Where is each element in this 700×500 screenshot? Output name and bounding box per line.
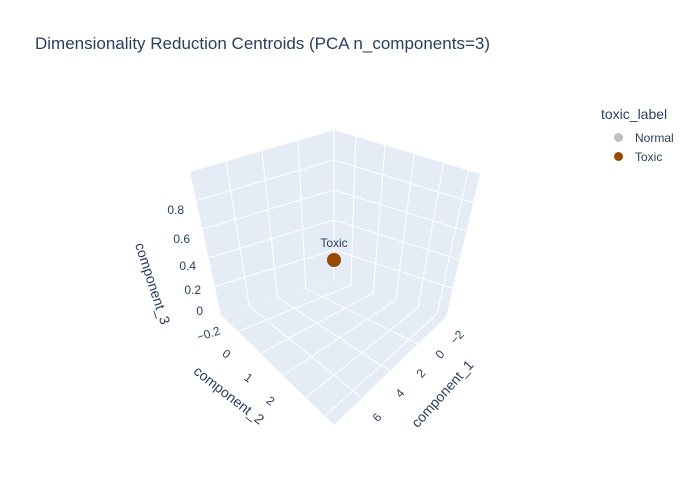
z-tick: 0.6 [173,232,190,246]
grid-line-right-horizontal [333,159,474,204]
grid-line-right-vertical [350,136,357,286]
grid-lines [196,130,474,417]
legend-title: toxic_label [601,106,668,122]
z-tick: 0.8 [167,203,184,217]
x-tick: 4 [393,386,408,401]
y-tick: 2 [264,393,278,408]
wall-left [190,130,334,315]
grid-line-right-vertical [372,145,386,293]
legend-item-normal[interactable]: Normal [601,128,674,147]
grid-line-floor-b [324,313,438,417]
x-tick: 2 [414,366,429,381]
legend-swatch-normal [614,133,623,142]
z-tick: −0.2 [195,323,222,344]
grid-line-right-vertical [417,162,444,308]
grid-line-right-horizontal [333,249,453,289]
grid-line-left-vertical [297,140,307,289]
z-axis-title: component_3 [132,241,174,327]
grid-line-floor-a [305,288,419,345]
x-tick: 6 [370,410,385,425]
legend: toxic_label Normal Toxic [601,106,674,166]
grid-line-floor-b [237,285,351,332]
grid-line-left-vertical [261,150,278,298]
chart-title: Dimensionality Reduction Centroids (PCA … [35,34,490,53]
grid-line-left-horizontal [208,219,335,259]
y-axis-title: component_2 [191,363,268,428]
z-tick: 0.2 [184,283,201,297]
grid-line-left-vertical [225,161,250,307]
grid-line-left-horizontal [214,249,335,287]
z-tick: 0.4 [179,259,196,273]
grid-line-right-vertical [436,170,469,315]
legend-swatch-toxic [614,152,623,161]
marks[interactable]: Toxic [320,236,348,267]
x-tick: 0 [433,347,448,362]
wall-right [334,130,480,317]
x-tick: −2 [447,327,467,347]
legend-label-normal: Normal [635,130,674,145]
legend-label-toxic: Toxic [635,149,663,164]
grid-line-right-horizontal [333,219,460,261]
data-point-toxic[interactable] [327,253,341,267]
grid-line-left-horizontal [196,159,335,202]
legend-item-toxic[interactable]: Toxic [601,147,674,166]
grid-line-right-vertical [395,154,415,301]
grid-line-floor-a [277,297,391,372]
grid-line-floor-a [248,305,363,399]
data-point-label: Toxic [320,236,347,250]
grid-line-left-horizontal [202,189,335,230]
floor-plane [221,280,446,425]
grid-line-floor-b [260,292,374,354]
grid-line-floor-b [305,307,419,398]
z-tick: 0 [196,304,203,318]
grid-line-right-horizontal [333,189,467,232]
y-tick: 0 [220,346,234,361]
y-tick: 1 [242,370,256,385]
grid-line-floor-b [282,299,396,376]
